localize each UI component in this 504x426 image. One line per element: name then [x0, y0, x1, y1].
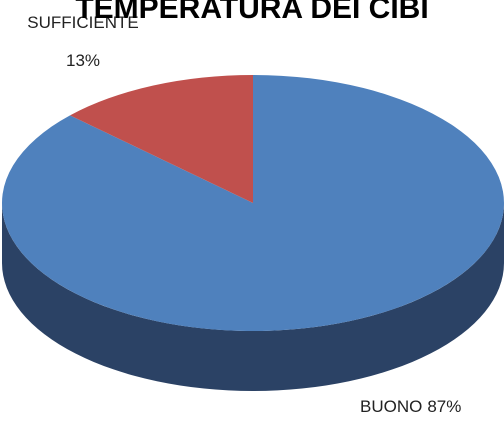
data-label: BUONO 87%	[360, 397, 461, 416]
value-label: 13%	[66, 51, 100, 70]
chart-title: TEMPERATURA DEI CIBI	[75, 0, 428, 25]
pie-side	[2, 203, 504, 391]
category-label: BUONO	[360, 397, 422, 416]
pie-slice	[70, 75, 254, 203]
value-label: 87%	[427, 397, 461, 416]
category-label: SUFFICIENTE	[27, 13, 138, 32]
